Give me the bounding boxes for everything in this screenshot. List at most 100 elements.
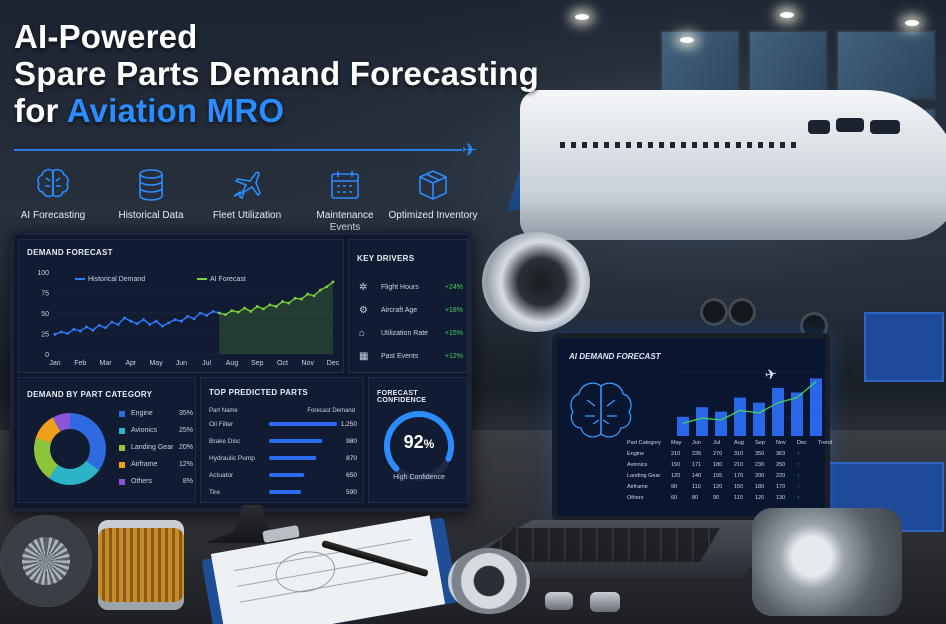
laptop-bar — [772, 388, 784, 436]
category-legend-item: Others 8% — [119, 478, 193, 495]
feature-fleet-utilization: Fleet Utilization — [202, 166, 292, 222]
x-tick-label: Oct — [277, 360, 288, 367]
table-cell: 170 — [734, 473, 744, 479]
category-legend-item: Avionics 25% — [119, 427, 193, 444]
forecast-point — [274, 305, 278, 308]
y-tick-label: 25 — [41, 332, 49, 339]
legend-swatch — [119, 428, 125, 434]
legend-swatch — [119, 445, 125, 451]
column-header: Part Name — [209, 408, 238, 414]
forecast-point — [243, 306, 246, 310]
demand-forecast-panel: DEMAND FORECAST 0 25 50 75 100 Jan Feb Mar Apr Ma… — [18, 239, 344, 373]
table-cell: 236 — [692, 451, 702, 457]
trend-up-icon: ↑ — [797, 462, 800, 468]
table-cell: 310 — [734, 451, 744, 457]
hangar-window — [836, 30, 936, 100]
donut-slice-airframe — [35, 417, 61, 443]
table-cell: 130 — [776, 495, 786, 501]
table-header-row: Part Category May Jun Jul Aug Sep Nov Dec Trend — [627, 440, 839, 451]
table-cell: 170 — [776, 484, 786, 490]
legend-swatch — [75, 278, 85, 281]
tool-cart — [864, 312, 944, 382]
historical-point — [154, 319, 158, 323]
table-cell: 150 — [671, 462, 681, 468]
laptop-forecast-chart — [673, 371, 823, 436]
oil-filter-part — [98, 520, 184, 610]
propeller-icon: ✲ — [359, 282, 368, 293]
part-value-label: 590 — [346, 489, 357, 496]
table-cell: 155 — [713, 473, 723, 479]
category-value: 35% — [178, 410, 193, 417]
table-header-cell: May — [671, 440, 682, 446]
trend-up-icon: ↑ — [797, 484, 800, 490]
category-donut-chart — [34, 413, 106, 485]
historical-point — [186, 314, 190, 318]
gear-icon: ⚙ — [359, 305, 368, 316]
historical-point — [161, 324, 164, 328]
historical-point — [142, 318, 145, 321]
table-header-cell: Jul — [713, 440, 721, 446]
table-header-cell: Dec — [797, 440, 807, 446]
key-driver-row: ▦ Past Events +12% — [359, 351, 467, 365]
table-cell: 110 — [692, 484, 701, 490]
forecast-point — [293, 296, 297, 300]
historical-point — [72, 328, 76, 331]
forecast-point — [318, 288, 322, 292]
legend-label: Historical Demand — [88, 276, 146, 283]
y-tick-label: 50 — [41, 311, 49, 318]
historical-point — [123, 316, 126, 320]
feature-label: Historical Data — [118, 210, 184, 221]
laptop-bar — [677, 416, 689, 436]
laptop-bar — [734, 397, 746, 436]
title-line-1: AI-Powered — [14, 18, 198, 55]
category-value: 20% — [178, 444, 193, 451]
panel-title: TOP PREDICTED PARTS — [209, 388, 309, 397]
historical-point — [85, 325, 88, 329]
table-cell: 171 — [692, 462, 702, 468]
donut-slice-avionics — [48, 460, 100, 485]
historical-point — [66, 332, 70, 335]
dashboard-monitor: DEMAND FORECAST 0 25 50 75 100 Jan Feb Mar Apr Ma… — [10, 231, 472, 512]
part-bar — [269, 490, 302, 494]
landing-gear-wheel — [700, 298, 728, 326]
x-tick-label: Nov — [302, 360, 315, 367]
panel-title: FORECAST CONFIDENCE — [377, 390, 427, 404]
top-parts-panel: TOP PREDICTED PARTS Part Name Forecast D… — [200, 377, 364, 503]
y-tick-label: 75 — [41, 291, 49, 298]
table-cell: 210 — [734, 462, 744, 468]
box-icon — [419, 170, 447, 200]
part-name-label: Brake Disc — [209, 438, 241, 445]
table-cell: 150 — [734, 484, 744, 490]
key-driver-value: +15% — [444, 330, 463, 337]
forecast-point — [331, 280, 335, 284]
feature-ai-forecasting: AI Forecasting — [8, 166, 98, 222]
ceiling-lamp — [905, 20, 919, 26]
table-row: Airframe 90 110 120 150 180 170 ↑ — [627, 484, 839, 495]
hangar-icon: ⌂ — [359, 328, 366, 339]
legend-swatch — [119, 411, 125, 417]
table-cell: 180 — [713, 462, 723, 468]
category-label: Engine — [131, 410, 153, 417]
table-row: Landing Gear 120 140 155 170 200 220 ↑ — [627, 473, 839, 484]
key-driver-label: Aircraft Age — [381, 307, 418, 314]
laptop-bar — [715, 411, 727, 436]
table-header-cell: Nov — [776, 440, 786, 446]
table-cell: 200 — [755, 473, 765, 479]
feature-label: Fleet Utilization — [212, 210, 282, 221]
laptop-bar — [791, 392, 803, 436]
part-bar — [269, 422, 337, 426]
historical-point — [97, 323, 101, 327]
table-cell: 140 — [692, 473, 702, 479]
hangar-window — [660, 30, 740, 100]
x-tick-label: Jun — [176, 360, 187, 367]
forecast-point — [255, 305, 259, 308]
forecast-point — [262, 307, 265, 311]
key-driver-value: +12% — [444, 353, 463, 360]
legend-swatch — [119, 479, 125, 485]
part-value-label: 870 — [346, 455, 357, 462]
forecast-area — [219, 281, 333, 354]
feature-optimized-inventory: Optimized Inventory — [388, 166, 478, 222]
table-cell: 350 — [755, 451, 765, 457]
x-tick-label: Jan — [49, 360, 60, 367]
donut-slice-landing-gear — [34, 437, 59, 479]
